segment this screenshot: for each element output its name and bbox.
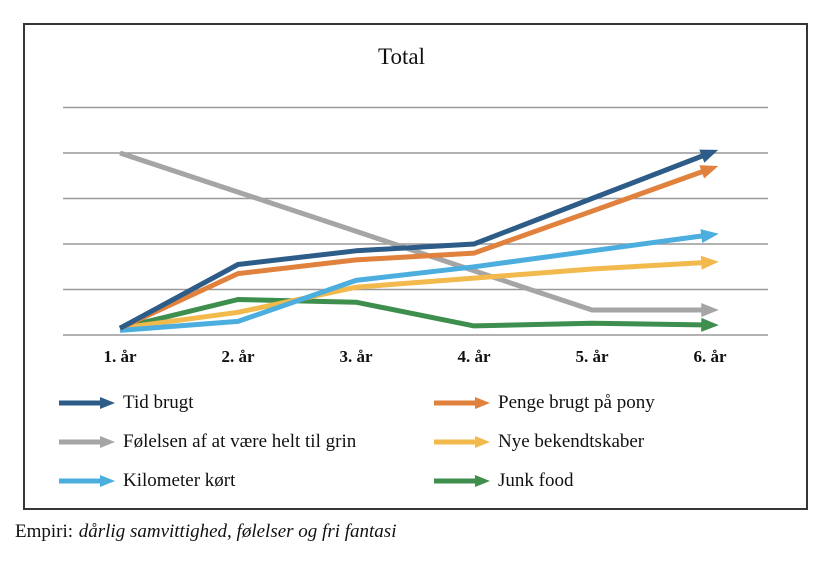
- legend-arrow-icon: [59, 435, 115, 448]
- legend-label: Junk food: [498, 469, 574, 491]
- legend-arrow-icon: [59, 396, 115, 409]
- legend-item: Junk food: [433, 468, 768, 493]
- chart-frame: Total 1. år 2. år 3. år 4. år 5. år 6. år Tid…: [23, 23, 808, 510]
- caption: Empiri: dårlig samvittighed, følelser og …: [15, 521, 396, 543]
- legend-label: Tid brugt: [123, 391, 194, 413]
- series-line: [119, 255, 719, 331]
- legend-item: Nye bekendtskaber: [433, 429, 768, 454]
- legend-arrow-icon: [434, 474, 490, 487]
- legend-label: Nye bekendtskaber: [498, 430, 645, 452]
- series-line: [118, 149, 719, 331]
- legend-arrow-icon: [434, 396, 490, 409]
- legend: Tid brugt Penge brugt på pony Følelsen af …: [58, 390, 768, 493]
- legend-label: Penge brugt på pony: [498, 391, 655, 413]
- series-line: [119, 297, 719, 332]
- legend-item: Penge brugt på pony: [433, 390, 768, 415]
- legend-item: Tid brugt: [58, 390, 433, 415]
- legend-arrow-icon: [434, 435, 490, 448]
- caption-italic-text: dårlig samvittighed, følelser og fri fan…: [78, 521, 397, 542]
- series-line: [119, 229, 719, 333]
- series-line: [118, 165, 719, 331]
- legend-item: Følelsen af at være helt til grin: [58, 429, 433, 454]
- legend-item: Kilometer kørt: [58, 468, 433, 493]
- caption-prefix: Empiri:: [15, 521, 74, 542]
- legend-arrow-icon: [59, 474, 115, 487]
- legend-label: Kilometer kørt: [123, 469, 236, 491]
- legend-label: Følelsen af at være helt til grin: [123, 430, 357, 452]
- series-line: [119, 150, 719, 317]
- plot-area: [63, 106, 768, 336]
- chart-title: Total: [378, 44, 425, 69]
